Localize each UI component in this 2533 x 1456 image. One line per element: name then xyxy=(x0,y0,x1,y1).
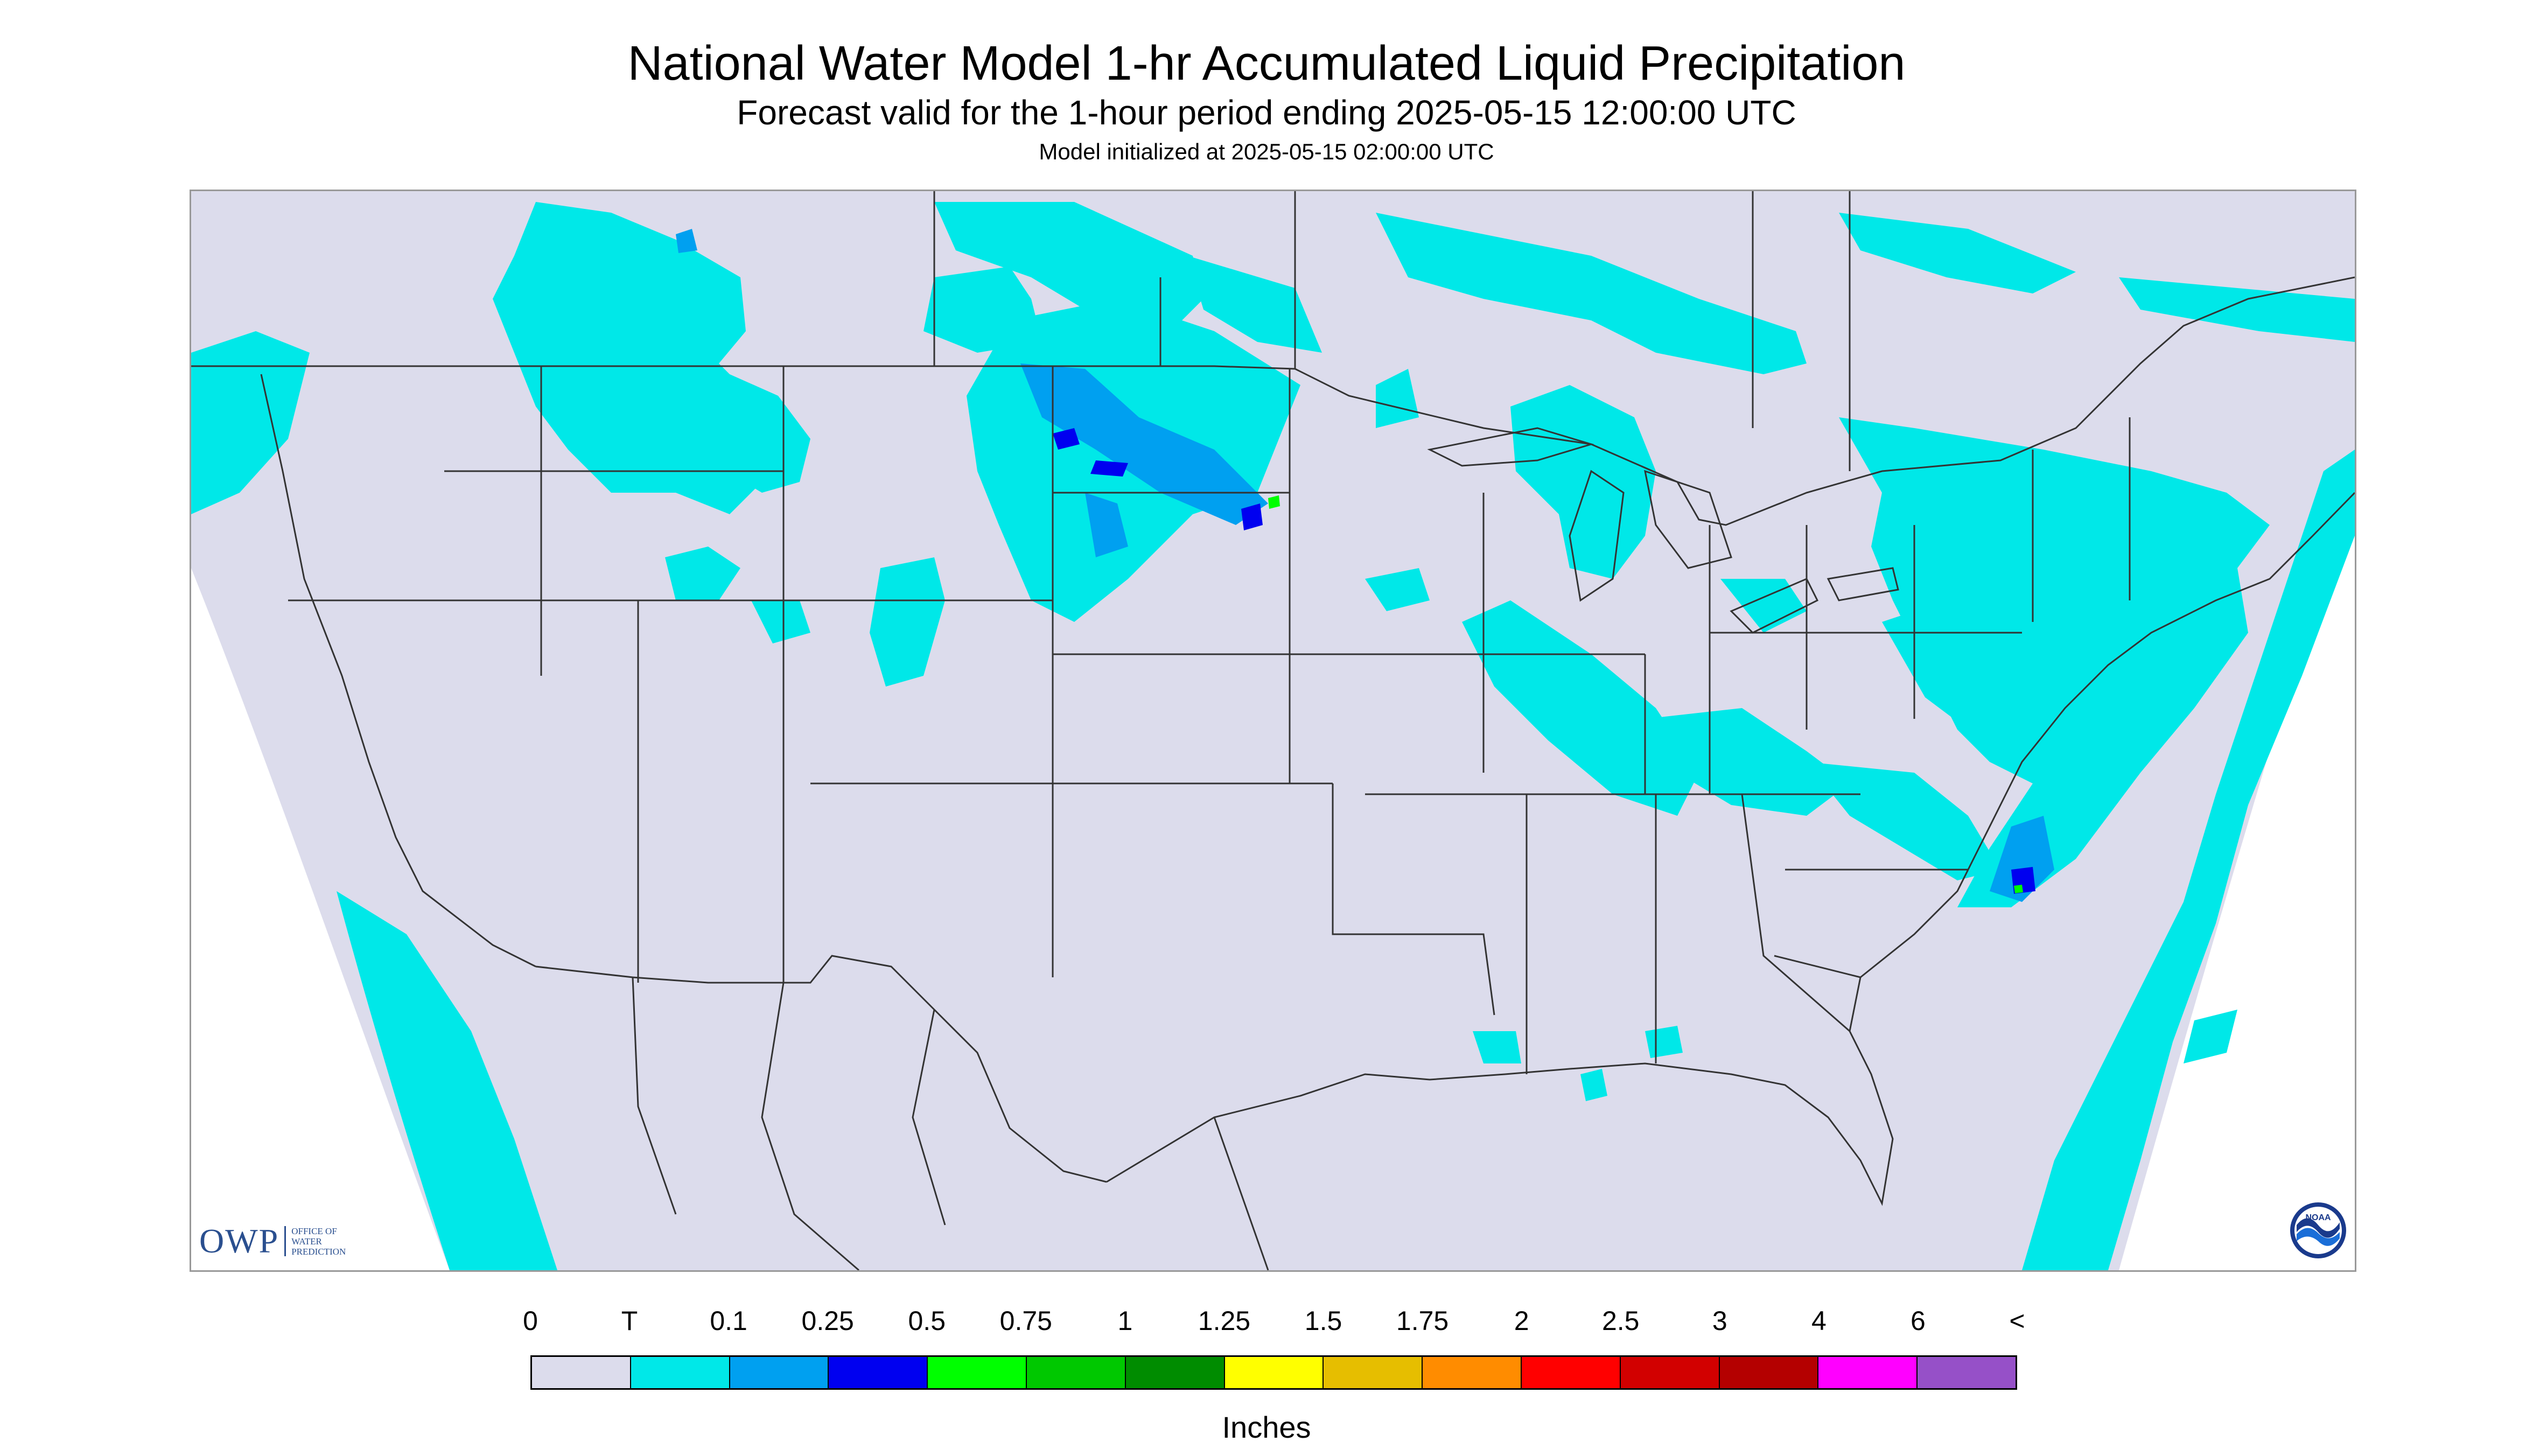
legend-tick-label: 4 xyxy=(1811,1306,1827,1336)
legend-tick-label: 0.25 xyxy=(801,1306,854,1336)
legend-swatch-10 xyxy=(1521,1357,1621,1388)
legend-swatch-6 xyxy=(1125,1357,1225,1388)
owp-logo-line-3: PREDICTION xyxy=(291,1246,346,1257)
legend-swatch-2 xyxy=(730,1357,829,1388)
legend-tick-label: T xyxy=(621,1306,638,1336)
legend-tick-label: 0.75 xyxy=(999,1306,1052,1336)
legend-swatch-1 xyxy=(631,1357,730,1388)
precip-0.1-areas xyxy=(676,229,2054,902)
legend-tick-label: 0.1 xyxy=(710,1306,747,1336)
legend-tick-label: 1.5 xyxy=(1304,1306,1342,1336)
map-subtitle: Forecast valid for the 1-hour period end… xyxy=(737,93,1796,132)
legend-swatch-7 xyxy=(1224,1357,1324,1388)
legend-swatch-14 xyxy=(1918,1357,2016,1388)
legend-swatch-4 xyxy=(928,1357,1027,1388)
legend-tick-label: 0.5 xyxy=(908,1306,946,1336)
legend-swatch-8 xyxy=(1324,1357,1423,1388)
legend-swatch-0 xyxy=(532,1357,631,1388)
legend-swatch-13 xyxy=(1818,1357,1918,1388)
legend-units-label: Inches xyxy=(1222,1410,1311,1444)
legend-tick-label: < xyxy=(2009,1306,2025,1336)
legend-tick-label: 2 xyxy=(1514,1306,1529,1336)
legend-color-bar xyxy=(530,1355,2017,1390)
owp-logo-line-2: WATER xyxy=(291,1236,322,1247)
precip-0.25-areas xyxy=(1053,428,2035,894)
legend-swatch-12 xyxy=(1719,1357,1819,1388)
legend-tick-label: 3 xyxy=(1712,1306,1727,1336)
legend-tick-label: 1.25 xyxy=(1198,1306,1251,1336)
legend-tick-label: 0 xyxy=(523,1306,538,1336)
legend-tick-label: 1.75 xyxy=(1396,1306,1449,1336)
owp-logo-divider xyxy=(284,1226,286,1256)
owp-logo-text: OWP xyxy=(199,1222,279,1260)
owp-logo-line-1: OFFICE OF xyxy=(291,1226,337,1236)
map-title: National Water Model 1-hr Accumulated Li… xyxy=(627,37,1906,90)
great-lakes xyxy=(1427,427,1899,634)
noaa-logo: NOAA xyxy=(2290,1202,2346,1258)
owp-logo: OWP OFFICE OF WATER PREDICTION xyxy=(199,1222,346,1260)
precip-0.5-areas xyxy=(1268,495,2023,893)
model-init-time: Model initialized at 2025-05-15 02:00:00… xyxy=(1039,139,1494,164)
precip-trace-areas xyxy=(191,202,2355,1270)
legend-swatch-3 xyxy=(829,1357,928,1388)
state-and-country-boundaries xyxy=(191,191,2355,1270)
legend-swatch-9 xyxy=(1423,1357,1522,1388)
legend-swatch-5 xyxy=(1026,1357,1126,1388)
legend-tick-label: 2.5 xyxy=(1601,1306,1640,1336)
legend-tick-label: 1 xyxy=(1117,1306,1133,1336)
owp-logo-subtext: OFFICE OF WATER PREDICTION xyxy=(291,1226,346,1257)
legend-tick-label: 6 xyxy=(1911,1306,1926,1336)
noaa-logo-text: NOAA xyxy=(2305,1213,2331,1222)
legend-swatch-11 xyxy=(1620,1357,1720,1388)
precipitation-map xyxy=(190,190,2356,1272)
